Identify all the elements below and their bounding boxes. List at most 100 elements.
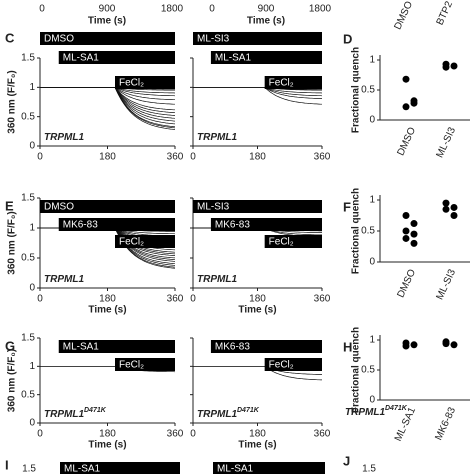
dot	[410, 230, 418, 238]
dot	[442, 199, 450, 207]
cell-label: TRPML1	[44, 132, 84, 143]
x-tick-label: 360	[314, 429, 331, 440]
trace	[40, 86, 176, 130]
cell-superscript: D471K	[385, 405, 408, 412]
cell-superscript: D471K	[237, 407, 260, 414]
category-label: MK6-83	[433, 405, 458, 442]
cell-label: TRPML1	[197, 132, 237, 143]
x-tick-label: 360	[167, 429, 184, 440]
category-label: DMSO	[395, 126, 418, 158]
y-tick-label: 0	[369, 115, 375, 126]
cell-name: TRPML1	[44, 274, 84, 285]
x-tick-label: 900	[99, 4, 116, 15]
dot	[410, 220, 418, 228]
dot	[410, 341, 418, 349]
panel-label: G	[5, 338, 15, 353]
y-tick-label: 1	[369, 195, 375, 206]
trace	[193, 365, 322, 381]
protocol-bar	[40, 200, 175, 213]
category-label: DMSO	[392, 0, 415, 32]
protocol-bar	[40, 32, 175, 45]
protocol-label: FeCl₂	[119, 78, 144, 89]
x-tick-label: 180	[249, 429, 266, 440]
trace	[40, 86, 176, 116]
category-label: BTP2	[435, 0, 456, 27]
y-axis-label: Fractional quench	[351, 188, 362, 274]
protocol-bar	[58, 340, 175, 353]
protocol-label: FeCl₂	[269, 78, 294, 89]
cell-name: TRPML1	[44, 409, 84, 420]
y-axis-label: Fractional quench	[351, 47, 362, 133]
x-tick-label: 360	[167, 294, 184, 305]
protocol-bar	[115, 235, 175, 248]
y-tick-label: 1	[369, 335, 375, 346]
x-tick-label: 0	[190, 152, 196, 163]
protocol-label: ML-SA1	[64, 464, 101, 474]
x-tick-label: 180	[249, 152, 266, 163]
panel-label: J	[343, 453, 350, 468]
y-tick-label: 1	[29, 223, 35, 234]
x-tick-label: 0	[37, 294, 43, 305]
y-tick-label: 1.5	[362, 464, 376, 474]
dot	[442, 205, 450, 213]
protocol-bar	[210, 218, 322, 231]
cell-superscript: D471K	[84, 407, 107, 414]
dot	[442, 340, 450, 348]
y-tick-label: 0.5	[361, 226, 375, 237]
x-axis-label: Time (s)	[88, 440, 126, 451]
x-tick-label: 0	[190, 294, 196, 305]
protocol-label: FeCl₂	[119, 360, 144, 371]
x-tick-label: 360	[167, 152, 184, 163]
protocol-label: ML-SA1	[215, 53, 252, 64]
dot	[410, 239, 418, 247]
trace	[193, 86, 322, 105]
cell-label: TRPML1	[44, 274, 84, 285]
cell-label: TRPML1	[197, 274, 237, 285]
x-tick-label: 0	[37, 152, 43, 163]
protocol-label: ML-SA1	[63, 342, 100, 353]
x-axis-label: Time (s)	[88, 305, 126, 316]
trace	[40, 86, 176, 129]
protocol-label: ML-SA1	[63, 53, 100, 64]
dot	[450, 203, 458, 211]
y-tick-label: 0	[369, 257, 375, 268]
x-tick-label: 0	[37, 429, 43, 440]
protocol-bar	[193, 200, 322, 213]
protocol-label: MK6-83	[63, 220, 98, 231]
y-axis-label: 360 nm (F/F₀)	[7, 70, 18, 133]
y-tick-label: 0.5	[21, 111, 35, 122]
protocol-bar	[58, 51, 175, 64]
y-tick-label: 0	[29, 283, 35, 294]
y-tick-label: 1.5	[21, 53, 35, 64]
dot	[402, 103, 410, 111]
dot	[410, 99, 418, 107]
panel-label: F	[343, 199, 351, 214]
y-tick-label: 1.5	[22, 464, 36, 474]
x-axis-label: Time (s)	[238, 440, 276, 451]
x-axis-label: Time (s)	[247, 16, 285, 27]
y-tick-label: 0.5	[361, 85, 375, 96]
y-axis-label: 360 nm (F/F₀)	[7, 349, 18, 412]
protocol-label: DMSO	[44, 202, 74, 213]
panel-label: D	[343, 31, 352, 46]
protocol-bar	[264, 235, 322, 248]
panel-label: I	[5, 457, 9, 472]
trace	[40, 86, 176, 114]
x-tick-label: 180	[99, 294, 116, 305]
protocol-label: ML-SI3	[197, 34, 230, 45]
protocol-bar	[264, 76, 322, 89]
x-axis-label: Time (s)	[88, 16, 126, 27]
protocol-label: DMSO	[44, 34, 74, 45]
dot	[402, 234, 410, 242]
category-label: ML-SI3	[435, 267, 459, 301]
protocol-label: MK6-83	[215, 342, 250, 353]
cell-name: TRPML1	[44, 132, 84, 143]
x-tick-label: 0	[190, 429, 196, 440]
y-tick-label: 0	[29, 418, 35, 429]
x-tick-label: 900	[258, 4, 275, 15]
protocol-label: FeCl₂	[269, 360, 294, 371]
protocol-label: MK6-83	[215, 220, 250, 231]
panel-label: E	[5, 198, 14, 213]
protocol-bar	[213, 462, 325, 474]
protocol-bar	[115, 358, 175, 371]
